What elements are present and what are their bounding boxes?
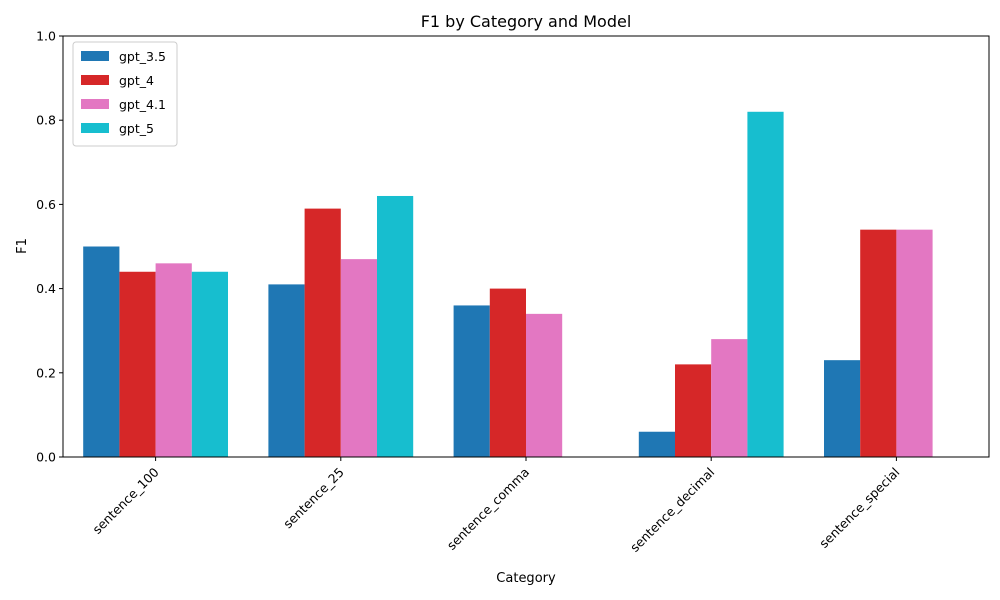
bar-gpt_3.5-sentence_25 [268, 284, 305, 457]
bar-gpt_3.5-sentence_100 [83, 246, 120, 457]
bar-gpt_4-sentence_special [860, 229, 897, 457]
bar-gpt_3.5-sentence_comma [453, 305, 490, 457]
bar-gpt_4.1-sentence_100 [155, 263, 192, 457]
bar-gpt_4.1-sentence_special [896, 229, 933, 457]
legend-label-gpt_4: gpt_4 [119, 73, 154, 88]
legend-swatch-gpt_5 [81, 123, 109, 133]
y-tick-label: 0.8 [36, 113, 56, 128]
y-tick-label: 0.6 [36, 197, 56, 212]
bar-gpt_4-sentence_comma [489, 288, 526, 457]
plot-frame [62, 35, 990, 458]
legend-swatch-gpt_4.1 [81, 99, 109, 109]
bar-gpt_5-sentence_decimal [747, 111, 784, 457]
bar-gpt_5-sentence_100 [191, 271, 228, 457]
bar-gpt_4.1-sentence_comma [526, 313, 563, 457]
x-axis-label: Category [496, 571, 556, 586]
legend-swatch-gpt_4 [81, 75, 109, 85]
bar-gpt_4-sentence_100 [119, 271, 156, 457]
y-tick-label: 0.4 [36, 281, 56, 296]
y-axis-ticks: 0.0 0.2 0.4 0.6 0.8 1.0 [36, 29, 63, 465]
legend: gpt_3.5 gpt_4 gpt_4.1 gpt_5 [72, 41, 178, 147]
chart-title: F1 by Category and Model [421, 12, 632, 31]
legend-frame [72, 41, 178, 147]
legend-swatch-gpt_3.5 [81, 51, 109, 61]
y-tick-label: 1.0 [36, 29, 56, 44]
legend-label-gpt_3.5: gpt_3.5 [119, 49, 166, 64]
bar-gpt_3.5-sentence_decimal [638, 431, 675, 457]
bar-gpt_4.1-sentence_25 [340, 259, 377, 457]
bar-gpt_4.1-sentence_decimal [711, 339, 748, 457]
bars-group [83, 111, 933, 458]
y-tick-label: 0.0 [36, 450, 56, 465]
y-tick-label: 0.2 [36, 365, 56, 380]
bar-gpt_3.5-sentence_special [824, 360, 861, 457]
legend-label-gpt_4.1: gpt_4.1 [119, 97, 166, 112]
bar-gpt_4-sentence_decimal [675, 364, 712, 457]
bar-gpt_4-sentence_25 [304, 208, 341, 457]
legend-label-gpt_5: gpt_5 [119, 121, 154, 136]
bar-gpt_5-sentence_25 [377, 195, 414, 458]
y-axis-label: F1 [15, 238, 30, 254]
